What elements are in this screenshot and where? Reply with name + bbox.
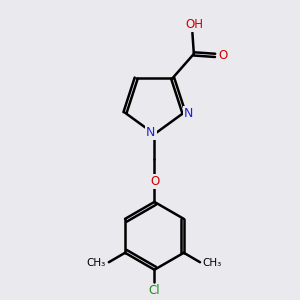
Text: Cl: Cl xyxy=(148,284,160,298)
Text: O: O xyxy=(219,49,228,62)
Text: O: O xyxy=(150,175,160,188)
Text: CH₃: CH₃ xyxy=(203,258,222,268)
Text: OH: OH xyxy=(186,18,204,31)
Text: N: N xyxy=(146,126,156,139)
Text: CH₃: CH₃ xyxy=(87,258,106,268)
Text: N: N xyxy=(184,107,193,120)
